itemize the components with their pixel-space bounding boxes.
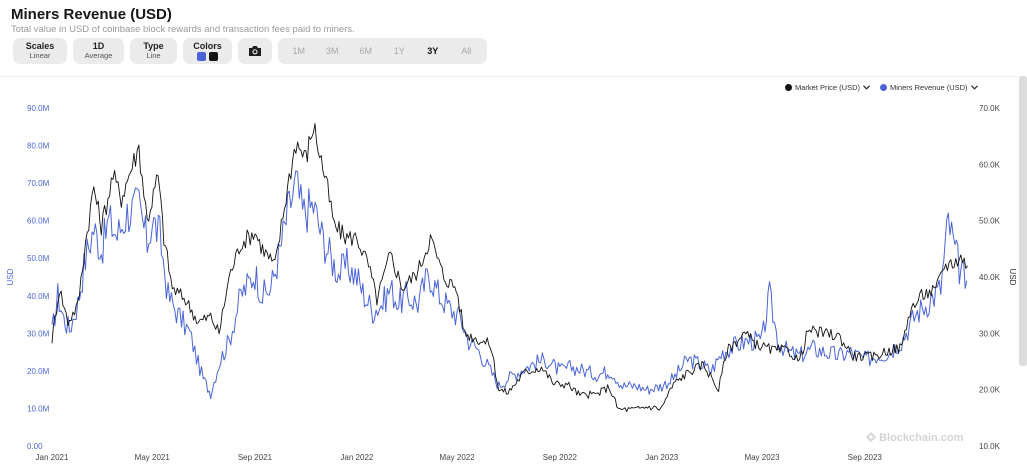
resolution-button[interactable]: 1D Average	[73, 38, 124, 64]
page-subtitle: Total value in USD of coinbase block rew…	[11, 24, 355, 35]
page-scrollbar[interactable]	[1019, 76, 1027, 366]
x-tick-label: Sep 2022	[543, 453, 578, 462]
y-left-tick-label: 80.0M	[27, 142, 50, 151]
x-tick-label: May 2021	[135, 453, 171, 462]
blockchain-logo-icon	[866, 432, 876, 442]
scales-button[interactable]: Scales Linear	[13, 38, 67, 64]
y-left-tick-label: 20.0M	[27, 367, 50, 376]
watermark-text: Blockchain.com	[879, 432, 964, 444]
chart-legend: Market Price (USD) Miners Revenue (USD)	[785, 83, 978, 92]
range-1y-button[interactable]: 1Y	[393, 46, 405, 56]
legend-dot-market-price	[785, 84, 792, 91]
watermark: Blockchain.com	[866, 432, 963, 444]
range-1m-button[interactable]: 1M	[292, 46, 305, 56]
legend-dot-miners-revenue	[880, 84, 888, 91]
resolution-value: Average	[84, 51, 113, 60]
y-left-tick-label: 70.0M	[27, 179, 50, 188]
x-tick-label: May 2022	[440, 453, 476, 462]
x-tick-label: Jan 2021	[36, 453, 69, 462]
y-left-axis-title: USD	[6, 268, 15, 285]
range-3y-button[interactable]: 3Y	[427, 46, 439, 56]
range-3m-button[interactable]: 3M	[325, 46, 339, 56]
header-divider	[0, 76, 1020, 77]
range-selector: 1M 3M 6M 1Y 3Y All	[278, 38, 487, 64]
y-right-tick-label: 10.0K	[979, 442, 1001, 451]
scales-value: Linear	[29, 51, 51, 60]
x-tick-label: Jan 2022	[340, 453, 373, 462]
chevron-down-icon	[863, 85, 870, 90]
y-left-tick-label: 0.00	[27, 442, 43, 451]
y-left-tick-label: 60.0M	[27, 217, 50, 226]
series-line-miners-revenue	[51, 170, 968, 400]
y-right-tick-label: 20.0K	[979, 386, 1001, 395]
x-tick-label: Sep 2021	[238, 453, 273, 462]
page-title: Miners Revenue (USD)	[11, 6, 172, 23]
colors-button[interactable]: Colors	[183, 38, 232, 64]
y-left-tick-label: 40.0M	[27, 292, 50, 301]
legend-item-miners-revenue[interactable]: Miners Revenue (USD)	[880, 83, 978, 92]
x-tick-label: Jan 2023	[645, 453, 678, 462]
y-right-tick-label: 70.0K	[979, 104, 1001, 113]
y-right-tick-label: 60.0K	[979, 160, 1001, 169]
type-value: Line	[146, 51, 161, 60]
camera-icon	[249, 46, 261, 56]
y-left-tick-label: 10.0M	[27, 404, 50, 413]
y-right-tick-label: 30.0K	[979, 329, 1001, 338]
screenshot-button[interactable]	[238, 38, 272, 64]
y-left-tick-label: 90.0M	[27, 104, 50, 113]
scales-label: Scales	[25, 41, 55, 51]
series-line-market-price	[51, 123, 968, 413]
y-left-tick-label: 50.0M	[27, 254, 50, 263]
x-tick-label: Sep 2023	[848, 453, 883, 462]
legend-label-miners-revenue: Miners Revenue (USD)	[890, 83, 968, 92]
colors-label: Colors	[193, 41, 222, 51]
y-right-tick-label: 50.0K	[979, 217, 1001, 226]
legend-label-market-price: Market Price (USD)	[795, 83, 861, 92]
x-tick-label: May 2023	[744, 453, 780, 462]
y-right-axis-title: USD	[1008, 269, 1017, 286]
chart-controls: Scales Linear 1D Average Type Line Color…	[13, 38, 487, 64]
color-swatch-price	[209, 52, 218, 61]
range-6m-button[interactable]: 6M	[359, 46, 372, 56]
type-button[interactable]: Type Line	[130, 38, 177, 64]
y-left-tick-label: 30.0M	[27, 329, 50, 338]
color-swatch-revenue	[197, 52, 206, 61]
range-all-button[interactable]: All	[461, 46, 472, 56]
legend-item-market-price[interactable]: Market Price (USD)	[785, 83, 870, 92]
type-label: Type	[143, 41, 164, 51]
resolution-label: 1D	[92, 41, 105, 51]
chevron-down-icon	[970, 85, 978, 90]
y-right-tick-label: 40.0K	[979, 273, 1001, 282]
